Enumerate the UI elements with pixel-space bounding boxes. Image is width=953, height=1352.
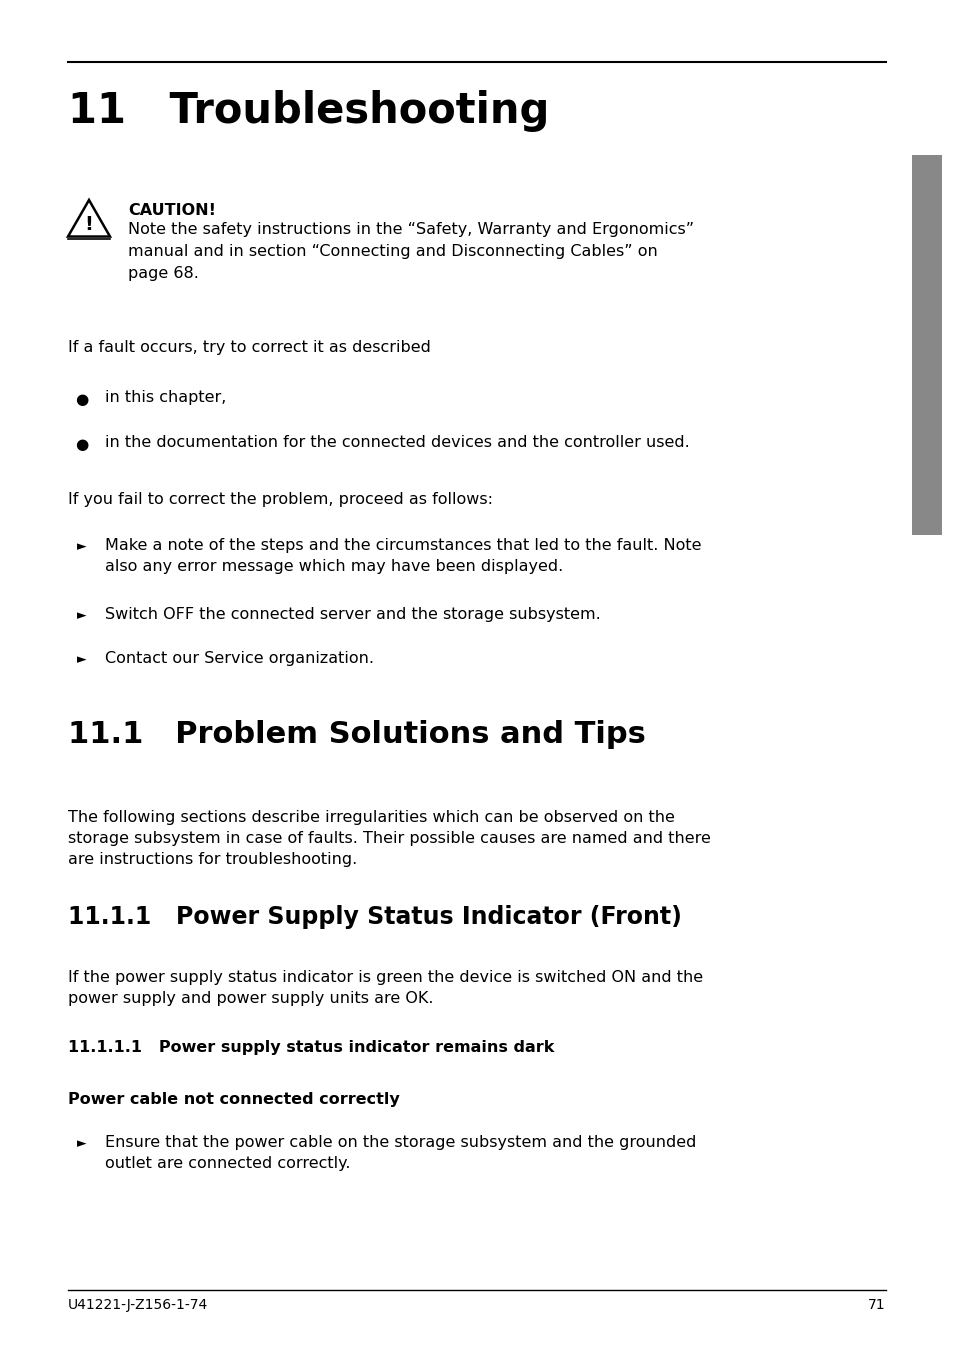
Text: U41221-J-Z156-1-74: U41221-J-Z156-1-74 — [68, 1298, 208, 1311]
Text: Ensure that the power cable on the storage subsystem and the grounded
outlet are: Ensure that the power cable on the stora… — [105, 1134, 696, 1171]
Text: 11.1.1   Power Supply Status Indicator (Front): 11.1.1 Power Supply Status Indicator (Fr… — [68, 904, 681, 929]
Text: CAUTION!: CAUTION! — [128, 203, 215, 218]
Text: 71: 71 — [867, 1298, 885, 1311]
Text: ►: ► — [77, 608, 87, 622]
Text: Contact our Service organization.: Contact our Service organization. — [105, 652, 374, 667]
Text: If the power supply status indicator is green the device is switched ON and the
: If the power supply status indicator is … — [68, 969, 702, 1006]
Text: ►: ► — [77, 1137, 87, 1151]
Text: If you fail to correct the problem, proceed as follows:: If you fail to correct the problem, proc… — [68, 492, 493, 507]
Text: If a fault occurs, try to correct it as described: If a fault occurs, try to correct it as … — [68, 339, 431, 356]
Text: Power cable not connected correctly: Power cable not connected correctly — [68, 1092, 399, 1107]
Text: ●: ● — [75, 437, 89, 452]
Text: ►: ► — [77, 653, 87, 667]
Bar — [911, 155, 941, 535]
Text: 11.1   Problem Solutions and Tips: 11.1 Problem Solutions and Tips — [68, 721, 645, 749]
Text: Switch OFF the connected server and the storage subsystem.: Switch OFF the connected server and the … — [105, 607, 600, 622]
Text: Make a note of the steps and the circumstances that led to the fault. Note
also : Make a note of the steps and the circums… — [105, 538, 700, 575]
Text: !: ! — [85, 215, 93, 234]
Text: ►: ► — [77, 539, 87, 553]
Text: 11.1.1.1   Power supply status indicator remains dark: 11.1.1.1 Power supply status indicator r… — [68, 1040, 554, 1055]
Text: 11   Troubleshooting: 11 Troubleshooting — [68, 91, 549, 132]
Text: ●: ● — [75, 392, 89, 407]
Text: Note the safety instructions in the “Safety, Warranty and Ergonomics”
manual and: Note the safety instructions in the “Saf… — [128, 222, 694, 281]
Text: The following sections describe irregularities which can be observed on the
stor: The following sections describe irregula… — [68, 810, 710, 867]
Text: in this chapter,: in this chapter, — [105, 389, 226, 406]
Text: in the documentation for the connected devices and the controller used.: in the documentation for the connected d… — [105, 435, 689, 450]
